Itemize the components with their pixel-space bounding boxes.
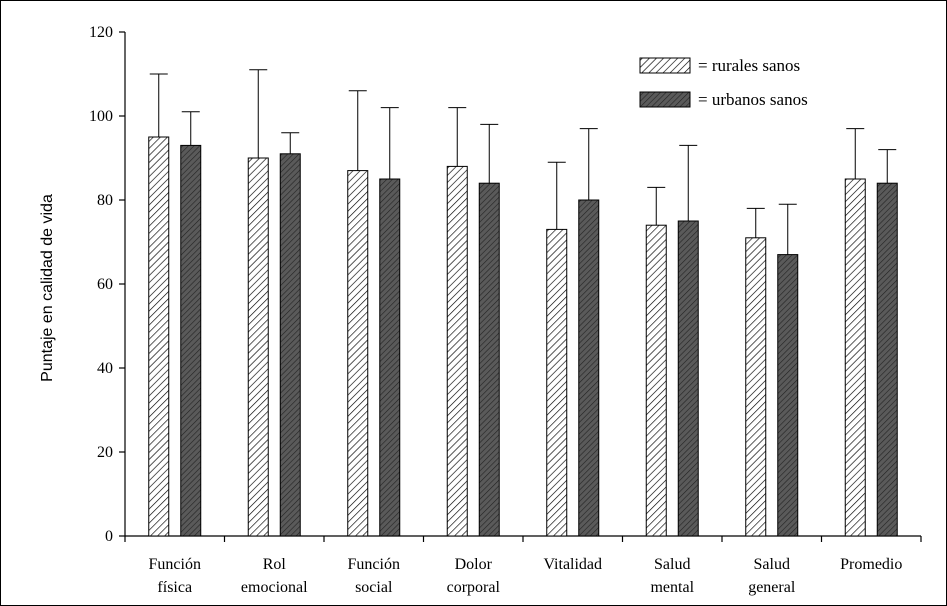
bar-urbanos xyxy=(578,199,600,537)
category-label: emocional xyxy=(241,579,308,596)
category-label: Salud xyxy=(754,556,790,573)
bar-rurales xyxy=(745,237,767,537)
y-tick-label: 0 xyxy=(105,528,113,545)
category-label: general xyxy=(748,579,796,596)
category-label: corporal xyxy=(447,579,501,596)
y-axis-title: Puntaje en calidad de vida xyxy=(39,194,56,382)
bar-urbanos xyxy=(478,182,500,537)
bar-urbanos xyxy=(876,182,898,537)
category-label: Vitalidad xyxy=(543,556,602,573)
y-tick-label: 20 xyxy=(97,444,113,461)
y-tick-label: 80 xyxy=(97,192,113,209)
category-label: mental xyxy=(650,579,694,596)
bar-rurales xyxy=(645,224,667,537)
category-label: Función xyxy=(348,556,400,573)
bar-rurales xyxy=(347,170,369,537)
category-label: Dolor xyxy=(455,556,493,573)
bar-urbanos xyxy=(180,144,202,537)
category-label: Rol xyxy=(263,556,287,573)
bar-urbanos xyxy=(379,178,401,537)
category-label: social xyxy=(355,579,393,596)
legend-swatch-rurales xyxy=(639,57,691,74)
bar-urbanos xyxy=(279,153,301,537)
bar-rurales xyxy=(446,165,468,537)
category-label: física xyxy=(157,579,192,596)
y-tick-label: 40 xyxy=(97,360,113,377)
legend-label: = rurales sanos xyxy=(698,56,800,75)
bar-rurales xyxy=(546,228,568,537)
category-label: Promedio xyxy=(840,556,902,573)
legend-swatch-urbanos xyxy=(639,91,691,108)
bar-rurales xyxy=(844,178,866,537)
legend-label: = urbanos sanos xyxy=(698,90,808,109)
bar-rurales xyxy=(148,136,170,537)
bar-urbanos xyxy=(777,254,799,537)
y-tick-label: 100 xyxy=(89,108,113,125)
bar-rurales xyxy=(247,157,269,537)
y-tick-label: 60 xyxy=(97,276,113,293)
bar-urbanos xyxy=(677,220,699,537)
category-label: Salud xyxy=(654,556,690,573)
category-label: Función xyxy=(149,556,201,573)
y-tick-label: 120 xyxy=(89,24,113,41)
plot-area: 0 20 40 60 80 100 120 Función física Rol emocional… xyxy=(89,24,922,596)
